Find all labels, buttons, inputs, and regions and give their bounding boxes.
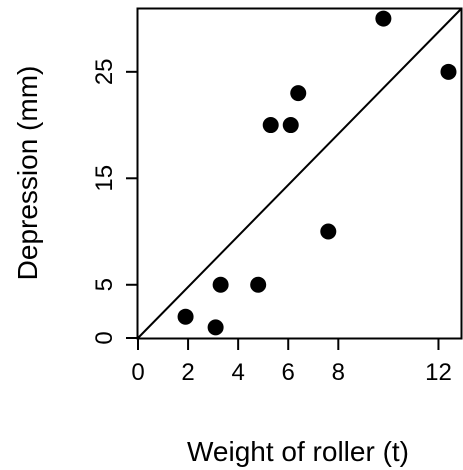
plot-frame (136, 7, 463, 340)
x-tick-label: 12 (425, 359, 452, 386)
data-point (440, 63, 457, 80)
x-tick-label: 2 (181, 359, 194, 386)
data-points (177, 10, 457, 336)
data-point (207, 319, 224, 336)
y-tick-label: 25 (91, 58, 118, 85)
data-point (250, 276, 267, 293)
x-axis: 0 2 4 6 8 12 (131, 338, 452, 386)
data-point (290, 85, 307, 102)
data-point (320, 223, 337, 240)
x-axis-label: Weight of roller (t) (187, 436, 409, 467)
y-tick-label: 5 (91, 278, 118, 291)
y-tick-label: 15 (91, 165, 118, 192)
x-tick-label: 8 (332, 359, 345, 386)
data-point (282, 117, 299, 134)
x-tick-label: 0 (131, 359, 144, 386)
x-tick-label: 4 (231, 359, 244, 386)
reference-line (137, 8, 462, 339)
data-point (262, 117, 279, 134)
data-point (212, 276, 229, 293)
y-tick-label: 0 (91, 331, 118, 344)
y-axis: 0 5 15 25 (91, 58, 138, 345)
y-axis-label: Depression (mm) (12, 66, 43, 281)
x-tick-label: 6 (282, 359, 295, 386)
data-point (375, 10, 392, 27)
data-point (177, 308, 194, 325)
